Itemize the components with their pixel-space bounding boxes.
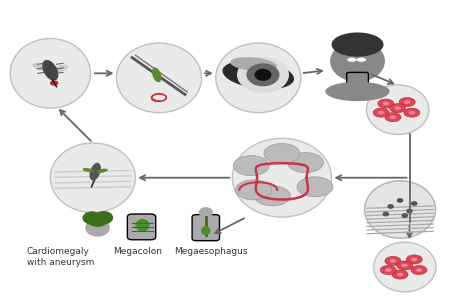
- Ellipse shape: [199, 207, 213, 218]
- Ellipse shape: [117, 43, 201, 113]
- Ellipse shape: [50, 143, 136, 212]
- Ellipse shape: [51, 65, 68, 73]
- Ellipse shape: [397, 273, 403, 276]
- Ellipse shape: [297, 177, 333, 197]
- Ellipse shape: [392, 270, 408, 279]
- Ellipse shape: [232, 138, 331, 217]
- Ellipse shape: [394, 106, 401, 110]
- Ellipse shape: [325, 82, 390, 101]
- Ellipse shape: [378, 99, 394, 108]
- Ellipse shape: [401, 264, 408, 267]
- Ellipse shape: [237, 57, 289, 93]
- Ellipse shape: [85, 219, 110, 237]
- Ellipse shape: [385, 268, 392, 272]
- Ellipse shape: [390, 104, 406, 113]
- Ellipse shape: [383, 212, 389, 216]
- Ellipse shape: [380, 265, 396, 275]
- Ellipse shape: [406, 255, 422, 264]
- Ellipse shape: [236, 180, 272, 200]
- Ellipse shape: [404, 100, 410, 104]
- Ellipse shape: [401, 213, 408, 218]
- Ellipse shape: [82, 211, 101, 225]
- Text: Cardiomegaly
with aneurysm: Cardiomegaly with aneurysm: [27, 247, 94, 267]
- Text: Megaesophagus: Megaesophagus: [174, 247, 248, 256]
- FancyBboxPatch shape: [192, 215, 219, 241]
- FancyBboxPatch shape: [128, 214, 156, 240]
- Ellipse shape: [366, 85, 429, 134]
- Circle shape: [50, 80, 58, 86]
- Ellipse shape: [416, 268, 422, 272]
- Ellipse shape: [216, 43, 301, 113]
- Ellipse shape: [385, 113, 401, 122]
- Ellipse shape: [383, 102, 389, 105]
- Ellipse shape: [10, 39, 91, 108]
- Ellipse shape: [330, 41, 385, 82]
- Ellipse shape: [255, 186, 291, 206]
- Ellipse shape: [136, 219, 150, 232]
- Ellipse shape: [406, 209, 413, 213]
- Ellipse shape: [152, 67, 161, 82]
- Ellipse shape: [264, 143, 300, 164]
- Ellipse shape: [411, 257, 418, 261]
- Ellipse shape: [356, 57, 366, 62]
- Ellipse shape: [411, 201, 418, 206]
- Ellipse shape: [87, 213, 108, 227]
- Ellipse shape: [347, 57, 356, 62]
- Ellipse shape: [288, 153, 323, 173]
- Ellipse shape: [82, 168, 94, 172]
- Ellipse shape: [246, 63, 280, 86]
- Ellipse shape: [411, 265, 427, 275]
- Ellipse shape: [222, 60, 294, 89]
- Ellipse shape: [32, 63, 49, 71]
- Ellipse shape: [374, 242, 436, 292]
- Ellipse shape: [390, 259, 396, 263]
- Ellipse shape: [365, 181, 436, 238]
- Ellipse shape: [42, 60, 58, 81]
- Ellipse shape: [404, 108, 420, 117]
- Ellipse shape: [397, 198, 403, 203]
- Ellipse shape: [373, 108, 389, 117]
- Ellipse shape: [90, 163, 101, 181]
- Ellipse shape: [97, 169, 108, 173]
- Ellipse shape: [94, 211, 113, 224]
- Ellipse shape: [390, 116, 396, 119]
- Ellipse shape: [397, 261, 413, 270]
- Ellipse shape: [387, 204, 394, 209]
- Text: Megacolon: Megacolon: [113, 247, 162, 256]
- Ellipse shape: [233, 156, 269, 176]
- Ellipse shape: [409, 111, 415, 115]
- Ellipse shape: [201, 226, 210, 235]
- Ellipse shape: [399, 98, 415, 107]
- Ellipse shape: [378, 111, 384, 115]
- FancyBboxPatch shape: [346, 72, 368, 88]
- Ellipse shape: [385, 256, 401, 265]
- Ellipse shape: [255, 69, 272, 81]
- Ellipse shape: [230, 57, 277, 71]
- Ellipse shape: [331, 33, 383, 57]
